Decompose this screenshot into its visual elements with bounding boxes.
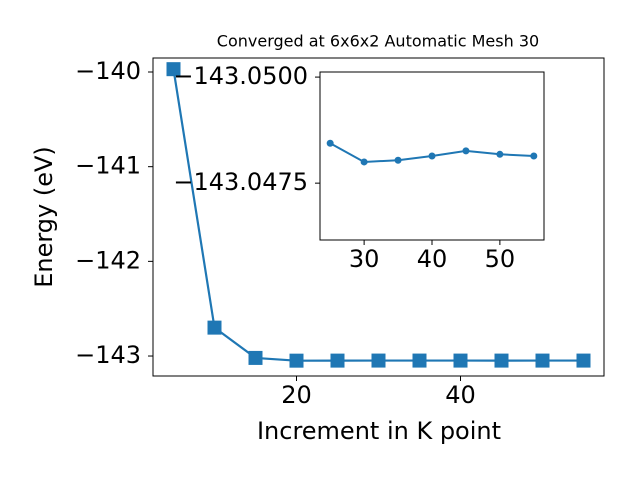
x-tick-label: 40: [417, 245, 448, 273]
chart-title: Converged at 6x6x2 Automatic Mesh 30: [217, 32, 539, 51]
y-tick-label: −143: [75, 341, 141, 369]
marker: [530, 152, 538, 160]
marker: [326, 139, 334, 147]
y-tick-label: −143.0475: [173, 168, 308, 196]
marker: [360, 158, 368, 166]
marker: [453, 353, 468, 368]
marker: [394, 156, 402, 164]
y-tick-label: −141: [75, 152, 141, 180]
marker: [371, 353, 386, 368]
x-tick-label: 50: [485, 245, 516, 273]
y-axis-label: Energy (eV): [30, 146, 58, 288]
marker: [496, 150, 504, 158]
marker: [412, 353, 427, 368]
marker: [248, 350, 263, 365]
marker: [576, 353, 591, 368]
x-tick-label: 20: [281, 381, 312, 409]
marker: [166, 62, 181, 77]
marker: [535, 353, 550, 368]
plot-frame: [319, 71, 545, 241]
x-tick-label: 40: [445, 381, 476, 409]
y-tick-label: −142: [75, 246, 141, 274]
x-tick-label: 30: [349, 245, 380, 273]
marker: [462, 147, 470, 155]
y-tick-label: −143.0500: [173, 62, 308, 90]
marker: [330, 353, 345, 368]
marker: [428, 152, 436, 160]
x-axis-label: Increment in K point: [257, 417, 501, 445]
y-tick-label: −140: [75, 57, 141, 85]
marker: [289, 353, 304, 368]
marker: [494, 353, 509, 368]
marker: [207, 320, 222, 335]
plot-frame: [152, 57, 605, 377]
